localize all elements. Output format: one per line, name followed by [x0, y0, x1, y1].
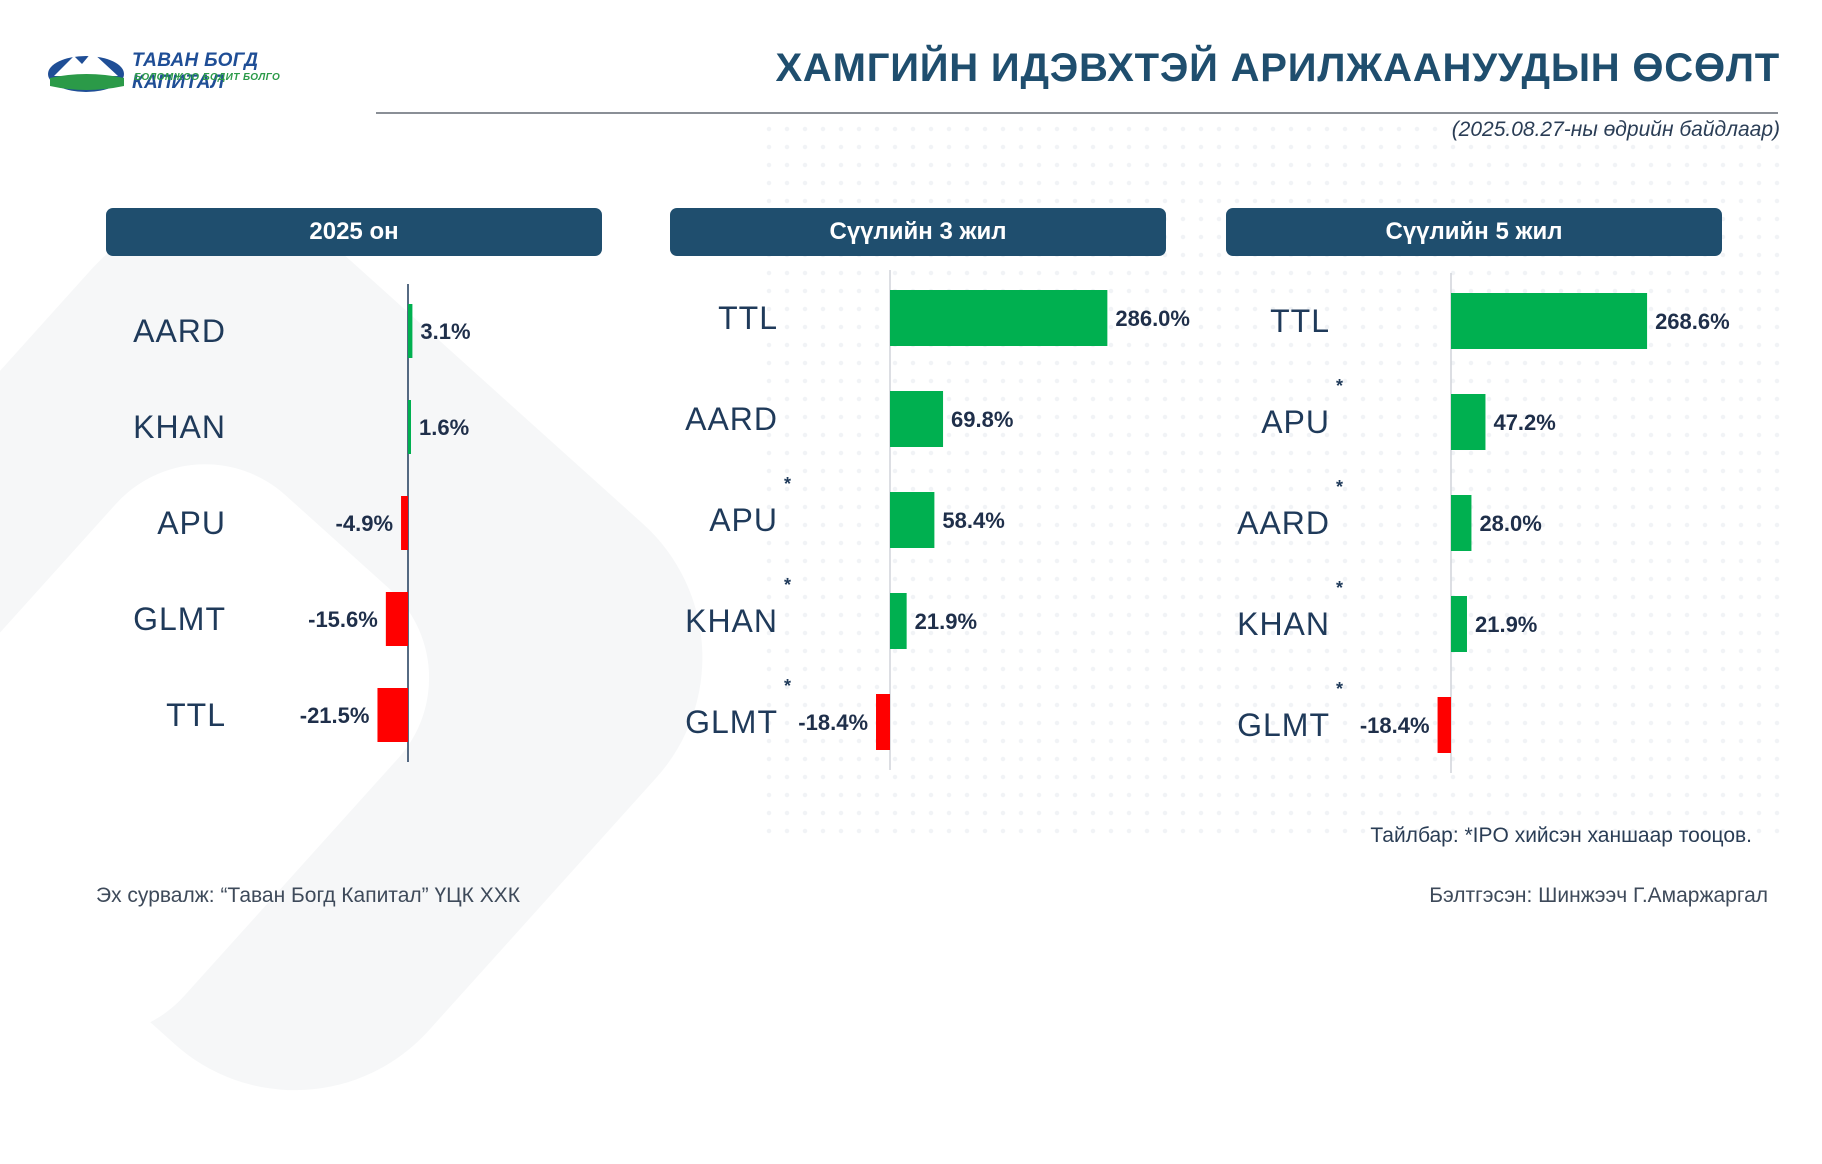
category-label-glmt: GLMT: [1237, 707, 1330, 743]
source-text: Эх сурвалж: “Таван Богд Капитал” ҮЦК ХХК: [96, 884, 520, 907]
category-label-khan: KHAN: [1237, 606, 1330, 642]
category-label-aard: AARD: [1237, 505, 1330, 541]
value-label-glmt: -15.6%: [308, 607, 378, 632]
category-label-aard: AARD: [685, 401, 778, 437]
bar-ttl: [890, 290, 1108, 346]
page-subtitle: (2025.08.27-ны өдрийн байдлаар): [1451, 118, 1780, 141]
value-label-aard: 3.1%: [420, 319, 470, 344]
bar-charts: 3.1% AARD 1.6% KHAN -4.9% APU -15.6% GLMT -21.5%…: [133, 270, 1730, 773]
category-label-glmt: GLMT: [133, 601, 226, 637]
value-label-apu: 58.4%: [942, 508, 1004, 533]
logo-tagline: БОЛОМЖОО БОДИТ БОЛГО: [134, 72, 281, 83]
bar-glmt: [1437, 697, 1451, 753]
panel-header-2025: 2025 он: [106, 208, 602, 256]
value-label-ttl: -21.5%: [300, 703, 370, 728]
bar-aard: [890, 391, 944, 447]
ipo-marker-apu: *: [784, 474, 791, 494]
ipo-marker-khan: *: [784, 575, 791, 595]
value-label-aard: 69.8%: [951, 407, 1013, 432]
bar-ttl: [377, 688, 408, 742]
category-label-apu: APU: [709, 502, 778, 538]
value-label-aard: 28.0%: [1479, 511, 1541, 536]
ipo-marker-glmt: *: [1336, 679, 1343, 699]
bar-apu: [401, 496, 408, 550]
logo-name: ТАВАН БОГД КАПИТАЛ: [132, 50, 259, 93]
bar-glmt: [385, 592, 408, 646]
category-label-ttl: TTL: [166, 697, 226, 733]
bar-apu: [1451, 394, 1486, 450]
value-label-apu: 47.2%: [1493, 410, 1555, 435]
category-label-ttl: TTL: [1270, 303, 1330, 339]
ipo-marker-apu: *: [1336, 376, 1343, 396]
category-label-ttl: TTL: [718, 300, 778, 336]
bar-apu: [890, 492, 935, 548]
ipo-marker-aard: *: [1336, 477, 1343, 497]
value-label-apu: -4.9%: [336, 511, 393, 536]
bar-ttl: [1451, 293, 1648, 349]
bar-khan: [1451, 596, 1467, 652]
category-label-aard: AARD: [133, 313, 226, 349]
ipo-note: Тайлбар: *IPO хийсэн ханшаар тооцов.: [1370, 824, 1752, 847]
page-title: ХАМГИЙН ИДЭВХТЭЙ АРИЛЖААНУУДЫН ӨСӨЛТ: [775, 46, 1780, 90]
value-label-khan: 1.6%: [419, 415, 469, 440]
value-label-glmt: -18.4%: [1360, 713, 1430, 738]
value-label-ttl: 286.0%: [1115, 306, 1190, 331]
title-divider: [376, 112, 1778, 114]
value-label-khan: 21.9%: [915, 609, 977, 634]
category-label-apu: APU: [157, 505, 226, 541]
bar-aard: [408, 304, 413, 358]
category-label-khan: KHAN: [133, 409, 226, 445]
ipo-marker-khan: *: [1336, 578, 1343, 598]
category-label-glmt: GLMT: [685, 704, 778, 740]
bar-glmt: [876, 694, 890, 750]
category-label-khan: KHAN: [685, 603, 778, 639]
panel-header-3-year: Сүүлийн 3 жил: [670, 208, 1166, 256]
ipo-marker-glmt: *: [784, 676, 791, 696]
value-label-glmt: -18.4%: [798, 710, 868, 735]
category-label-apu: APU: [1261, 404, 1330, 440]
company-logo: ТАВАН БОГД КАПИТАЛ БОЛОМЖОО БОДИТ БОЛГО: [46, 46, 346, 94]
value-label-ttl: 268.6%: [1655, 309, 1730, 334]
prepared-by-text: Бэлтгэсэн: Шинжээч Г.Амаржаргал: [1429, 884, 1768, 907]
mountain-logo-icon: [48, 52, 124, 92]
value-label-khan: 21.9%: [1475, 612, 1537, 637]
bar-khan: [890, 593, 907, 649]
bar-aard: [1451, 495, 1472, 551]
bar-khan: [408, 400, 411, 454]
panel-header-5-year: Сүүлийн 5 жил: [1226, 208, 1722, 256]
